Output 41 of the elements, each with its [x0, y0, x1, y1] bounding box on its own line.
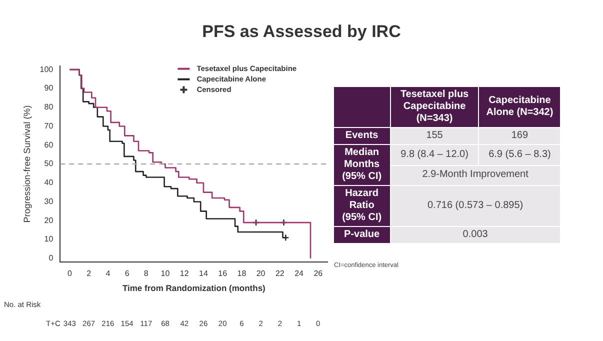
- text: 0.003: [390, 226, 560, 244]
- x-tick-label: 8: [144, 269, 149, 278]
- y-tick-label: 0: [48, 254, 54, 263]
- text: Median Months (95% CI): [334, 144, 390, 186]
- text: 9.8 (8.4 – 12.0): [390, 144, 479, 165]
- x-tick-label: 10: [160, 269, 170, 278]
- y-tick-label: 40: [44, 178, 54, 188]
- x-tick-label: 18: [237, 269, 247, 278]
- text: 169: [478, 128, 560, 144]
- x-tick-label: 26: [314, 269, 324, 278]
- y-axis-title: Progression-free Survival (%): [22, 105, 32, 223]
- x-axis-title: Time from Randomization (months): [122, 283, 266, 294]
- y-tick-label: 90: [44, 84, 54, 93]
- y-tick-label: 10: [44, 234, 54, 244]
- text: 155: [390, 128, 479, 144]
- y-tick-label: 80: [44, 102, 54, 112]
- y-tick-label: 20: [44, 216, 54, 225]
- text: 0.716 (0.573 – 0.895): [390, 186, 560, 226]
- text: Hazard Ratio (95% CI): [334, 186, 390, 226]
- y-tick-label: 60: [44, 140, 54, 150]
- x-tick-label: 22: [275, 269, 285, 278]
- y-tick-label: 70: [44, 121, 54, 130]
- x-tick-label: 4: [106, 269, 111, 278]
- x-tick-label: 12: [180, 269, 190, 278]
- text: 6.9 (5.6 – 8.3): [478, 144, 560, 165]
- x-tick-label: 24: [294, 269, 304, 278]
- x-tick-label: 20: [256, 269, 266, 278]
- y-tick-label: 100: [40, 64, 54, 74]
- chart-title: PFS as Assessed by IRC: [201, 22, 402, 42]
- text: P-value: [334, 226, 390, 244]
- x-tick-label: 0: [67, 269, 72, 278]
- y-tick-label: 30: [44, 196, 54, 206]
- text: Tesetaxel plus Capecitabine (N=343): [390, 86, 479, 128]
- text: Events: [334, 128, 390, 144]
- text: 2.9-Month Improvement: [390, 165, 560, 186]
- x-tick-label: 16: [218, 269, 228, 278]
- x-tick-label: 6: [124, 269, 130, 278]
- x-tick-label: 14: [199, 269, 208, 278]
- y-tick-label: 50: [44, 159, 54, 168]
- text: Capecitabine Alone (N=342): [478, 86, 560, 128]
- x-tick-label: 2: [86, 269, 92, 278]
